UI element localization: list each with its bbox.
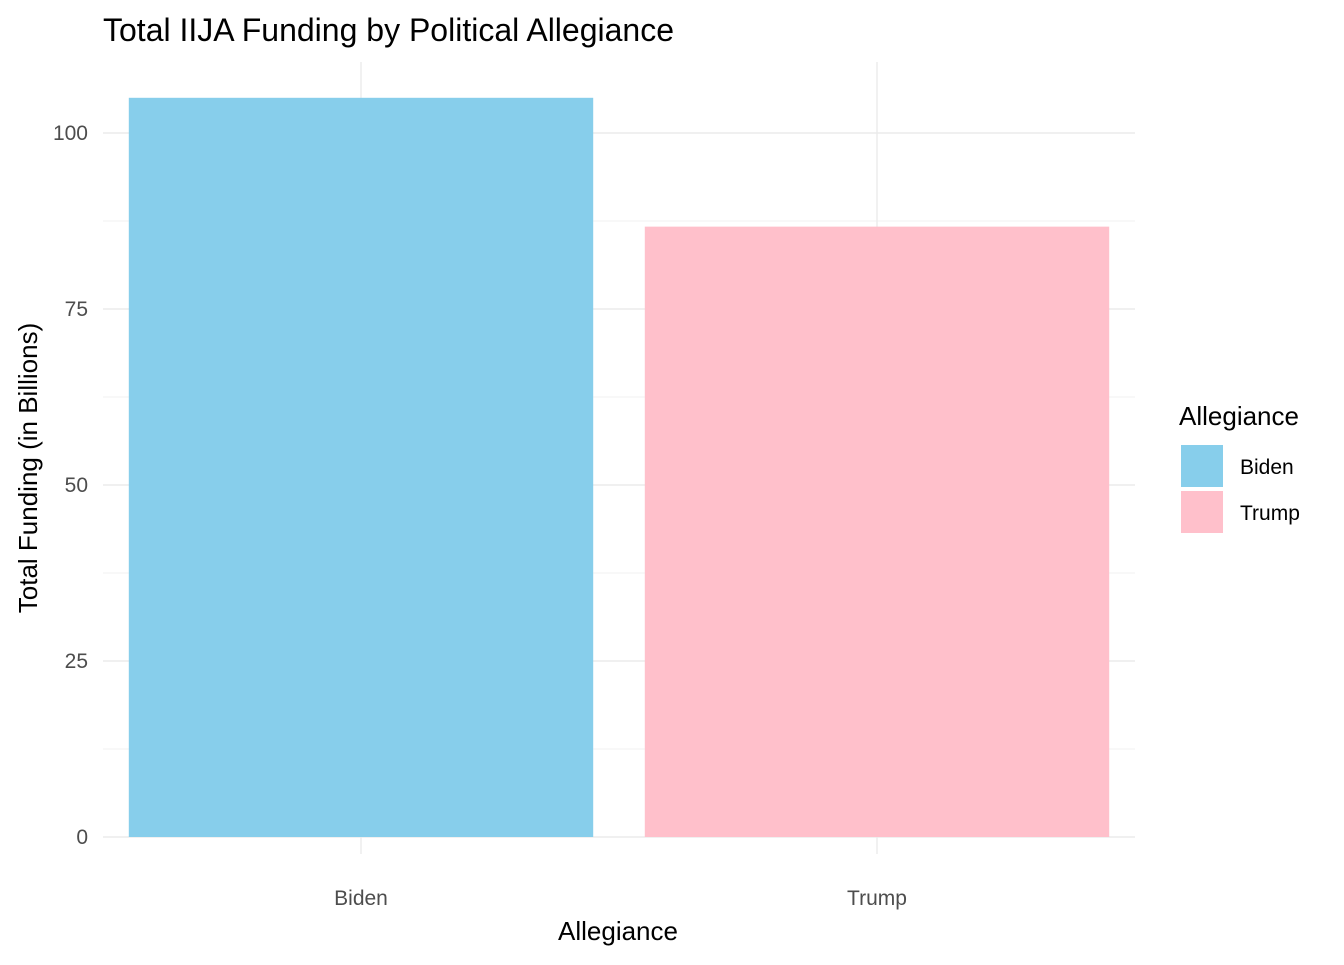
legend: Allegiance Biden Trump — [1179, 401, 1300, 533]
y-tick-label: 75 — [65, 298, 88, 321]
y-tick-label: 100 — [53, 122, 88, 145]
legend-title: Allegiance — [1179, 401, 1299, 431]
legend-label-biden: Biden — [1240, 456, 1294, 479]
chart-title: Total IIJA Funding by Political Allegian… — [103, 12, 674, 48]
y-axis-title: Total Funding (in Billions) — [13, 323, 43, 613]
legend-entries: Biden Trump — [1181, 445, 1300, 533]
y-tick-label: 25 — [65, 650, 88, 673]
x-tick-label: Biden — [334, 887, 388, 910]
legend-key-biden — [1181, 445, 1223, 487]
y-tick-label: 50 — [65, 474, 88, 497]
y-tick-label: 0 — [76, 826, 88, 849]
y-tick-labels: 0 25 50 75 100 — [53, 122, 88, 849]
bar-biden — [128, 97, 594, 838]
legend-key-trump — [1181, 491, 1223, 533]
x-tick-labels: Biden Trump — [334, 887, 907, 910]
x-tick-label: Trump — [847, 887, 907, 910]
bars — [128, 97, 1110, 838]
x-axis-title: Allegiance — [558, 916, 678, 946]
legend-label-trump: Trump — [1240, 502, 1300, 525]
bar-trump — [644, 226, 1110, 837]
